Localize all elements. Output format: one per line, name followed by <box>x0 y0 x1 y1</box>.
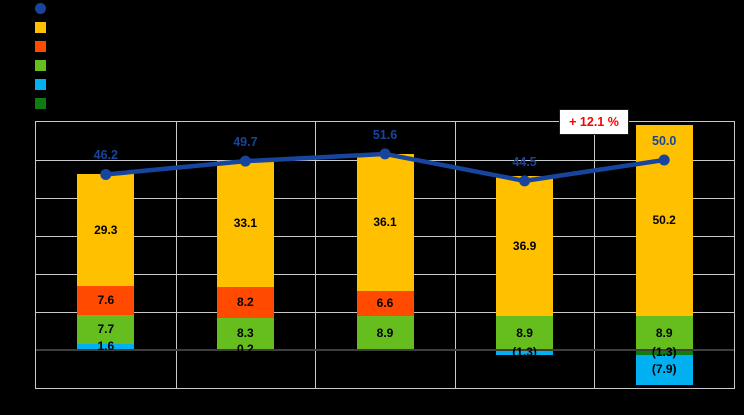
legend-item-darkgreen-bar <box>35 97 155 109</box>
line-marker <box>519 175 531 187</box>
bar-segment-label: (1.3) <box>651 344 677 359</box>
legend-marker-red-bar <box>35 40 46 52</box>
legend-item-orange-bar <box>35 21 155 33</box>
bar-segment-label: 8.3 <box>237 325 254 340</box>
bar-segment-red-bar <box>356 291 414 317</box>
legend-item-red-bar <box>35 40 155 52</box>
bar-segment-red-bar <box>216 286 274 318</box>
bar-segment-label: 36.9 <box>512 238 537 253</box>
bar-segment-orange-bar <box>356 153 414 292</box>
gridline-vertical <box>175 122 177 388</box>
legend-item-total-line <box>35 3 155 14</box>
bar-segment-label: 50.2 <box>652 213 676 228</box>
bar-segment-label: 8.9 <box>655 325 673 340</box>
growth-annotation: + 12.1 % <box>559 109 629 135</box>
zero-axis-line <box>36 348 734 351</box>
bar-segment-label: (7.9) <box>651 362 677 377</box>
gridline-vertical <box>315 122 317 388</box>
legend-item-green-bar <box>35 59 155 71</box>
line-value-label: 46.2 <box>93 148 118 163</box>
line-value-label: 50.0 <box>652 134 677 148</box>
bar-segment-orange-bar <box>496 175 554 317</box>
bar-segment-red-bar <box>77 285 135 315</box>
bar-segment-green-bar <box>77 314 135 344</box>
bar-segment-orange-bar <box>216 160 274 287</box>
bar-segment-green-bar <box>635 316 693 350</box>
line-marker <box>239 155 251 167</box>
bar-segment-label: 6.6 <box>376 296 394 311</box>
bar-segment-label: 33.1 <box>233 216 258 231</box>
gridline-vertical <box>454 122 456 388</box>
bar-segment-cyan-bar <box>496 350 554 355</box>
bar-segment-label: 1.6 <box>97 339 115 354</box>
total-line-series <box>100 148 670 187</box>
bar-segment-green-bar <box>496 316 554 350</box>
legend-marker-darkgreen-bar <box>35 97 46 109</box>
legend-marker-cyan-bar <box>35 78 46 90</box>
plot-area: 1.6 7.7 7.6 29.3 0.2 8.3 8.2 33.1 8.9 6.6 36.1 (1.3… <box>35 121 735 389</box>
bar-segment-label: 29.3 <box>94 222 118 237</box>
bar-segment-cyan-bar <box>635 354 693 385</box>
legend-item-cyan-bar <box>35 78 155 90</box>
bar-segment-darkgreen-bar <box>635 350 693 355</box>
bar-segment-label: 8.2 <box>237 294 254 309</box>
legend-marker-green-bar <box>35 59 46 71</box>
line-value-label: 49.7 <box>233 135 258 150</box>
bar-segment-cyan-bar <box>77 343 135 350</box>
legend-marker-total-line <box>35 3 46 14</box>
bar-segment-label: 8.9 <box>516 325 533 340</box>
line-marker <box>100 168 112 180</box>
bar-segment-label: 7.6 <box>97 292 115 307</box>
growth-annotation-label: + 12.1 % <box>569 115 619 129</box>
bar-segment-green-bar <box>216 317 274 350</box>
line-marker <box>658 154 670 166</box>
bar-segment-orange-bar <box>77 174 135 286</box>
bar-segment-label: 36.1 <box>373 215 397 229</box>
line-value-label: 51.6 <box>372 127 398 142</box>
bar-segment-label: 7.7 <box>97 321 115 336</box>
legend-marker-orange-bar <box>35 21 46 33</box>
bar-segment-label: 8.9 <box>376 325 394 340</box>
gridline-vertical <box>594 122 596 388</box>
line-value-label: 44.5 <box>512 154 537 169</box>
bar-segment-green-bar <box>356 316 414 350</box>
bar-segment-label: 0.2 <box>237 342 254 357</box>
line-marker <box>379 148 391 160</box>
bar-segment-label: (1.3) <box>512 344 537 359</box>
